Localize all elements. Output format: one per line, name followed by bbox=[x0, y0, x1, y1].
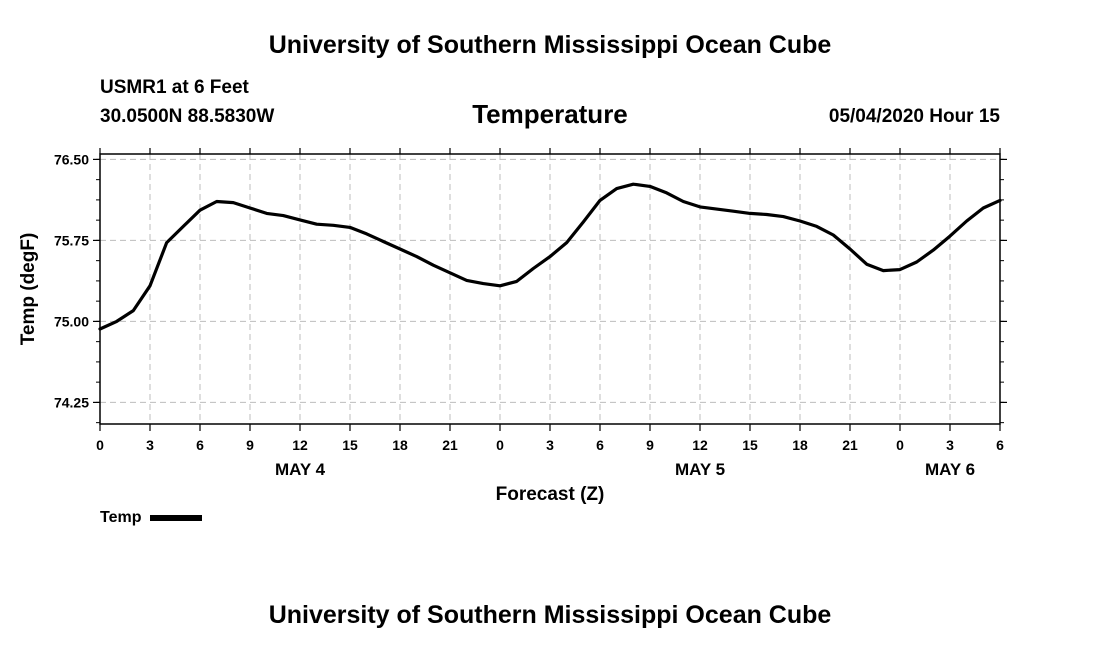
x-tick-label: 18 bbox=[392, 437, 408, 453]
chart-title-bottom: University of Southern Mississippi Ocean… bbox=[268, 601, 832, 629]
x-tick-label: 12 bbox=[292, 437, 308, 453]
plot-frame bbox=[99, 153, 1001, 425]
x-tick-label: 6 bbox=[596, 437, 604, 453]
station-label: USMR1 at 6 Feet bbox=[100, 77, 249, 98]
x-tick-label: 3 bbox=[946, 437, 954, 453]
x-axis-label: Forecast (Z) bbox=[496, 484, 605, 505]
date-label: MAY 5 bbox=[675, 460, 725, 479]
legend: Temp bbox=[100, 509, 203, 527]
chart-title-top: University of Southern Mississippi Ocean… bbox=[268, 31, 832, 59]
x-tick-label: 6 bbox=[996, 437, 1004, 453]
legend-line-swatch bbox=[150, 515, 203, 521]
station-coordinates: 30.0500N 88.5830W bbox=[100, 106, 275, 127]
x-tick-label: 21 bbox=[842, 437, 858, 453]
date-label: MAY 4 bbox=[275, 460, 326, 479]
date-label: MAY 6 bbox=[925, 460, 975, 479]
grid-lines bbox=[100, 154, 1000, 424]
series-line-temp bbox=[98, 182, 1002, 331]
x-tick-label: 3 bbox=[146, 437, 154, 453]
x-tick-label: 12 bbox=[692, 437, 708, 453]
y-tick-label: 75.00 bbox=[54, 313, 89, 329]
legend-label: Temp bbox=[100, 509, 142, 526]
y-tick-label: 76.50 bbox=[54, 151, 89, 167]
x-tick-label: 15 bbox=[742, 437, 758, 453]
x-tick-label: 18 bbox=[792, 437, 808, 453]
series-layer bbox=[98, 182, 1002, 331]
x-tick-label: 3 bbox=[546, 437, 554, 453]
y-tick-label: 75.75 bbox=[54, 232, 89, 248]
x-tick-label: 21 bbox=[442, 437, 458, 453]
x-tick-label: 9 bbox=[646, 437, 654, 453]
x-tick-label: 0 bbox=[896, 437, 904, 453]
x-tick-label: 6 bbox=[196, 437, 204, 453]
y-tick-label: 74.25 bbox=[54, 394, 89, 410]
forecast-datetime: 05/04/2020 Hour 15 bbox=[828, 106, 1000, 127]
x-tick-label: 0 bbox=[96, 437, 104, 453]
x-tick-label: 0 bbox=[496, 437, 504, 453]
x-tick-label: 9 bbox=[246, 437, 254, 453]
y-axis-label: Temp (degF) bbox=[18, 233, 39, 346]
variable-title: Temperature bbox=[472, 99, 628, 129]
axes: 0 3 6 9 12 15 18 21 0 3 6 9 12 15 18 21 0 3 6 MAY 4 MAY 5 MAY… bbox=[54, 148, 1007, 479]
x-tick-label: 15 bbox=[342, 437, 358, 453]
